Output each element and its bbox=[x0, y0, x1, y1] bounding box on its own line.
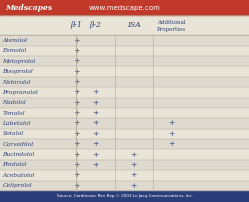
Text: Propranolol: Propranolol bbox=[2, 90, 38, 95]
Text: +: + bbox=[73, 57, 79, 65]
Text: www.medscape.com: www.medscape.com bbox=[89, 5, 160, 11]
Bar bbox=[0, 56, 249, 66]
Text: +: + bbox=[73, 47, 79, 55]
Text: +: + bbox=[92, 130, 98, 138]
Text: +: + bbox=[92, 140, 98, 148]
Text: +: + bbox=[131, 171, 137, 179]
Text: +: + bbox=[92, 88, 98, 96]
Bar bbox=[0, 87, 249, 98]
Text: Timolol: Timolol bbox=[2, 111, 25, 116]
Text: Carvedilol: Carvedilol bbox=[2, 142, 34, 147]
Text: +: + bbox=[73, 37, 79, 44]
Text: Nebirolol: Nebirolol bbox=[2, 80, 31, 84]
Text: +: + bbox=[73, 151, 79, 159]
Text: Properties: Properties bbox=[157, 27, 186, 32]
Text: +: + bbox=[73, 120, 79, 127]
Text: Source: Cardiovasc Rev Rep © 2003 Le Jacq Communications, Inc.: Source: Cardiovasc Rev Rep © 2003 Le Jac… bbox=[57, 195, 192, 198]
Text: +: + bbox=[73, 171, 79, 179]
Text: +: + bbox=[168, 140, 174, 148]
Bar bbox=[0, 170, 249, 181]
Bar bbox=[0, 66, 249, 77]
Text: +: + bbox=[73, 109, 79, 117]
Bar bbox=[0, 46, 249, 56]
Text: +: + bbox=[131, 182, 137, 190]
Text: Acebutolol: Acebutolol bbox=[2, 173, 35, 178]
Text: +: + bbox=[73, 99, 79, 107]
Text: Bucindolol: Bucindolol bbox=[2, 152, 35, 157]
Bar bbox=[0, 149, 249, 160]
Text: Nadolol: Nadolol bbox=[2, 100, 26, 105]
Bar bbox=[0, 191, 249, 202]
Text: +: + bbox=[92, 151, 98, 159]
Bar bbox=[0, 181, 249, 191]
Text: ISA: ISA bbox=[127, 21, 141, 29]
Text: +: + bbox=[73, 68, 79, 76]
Text: Medscapes: Medscapes bbox=[5, 4, 52, 12]
Bar bbox=[0, 98, 249, 108]
Text: Pindolol: Pindolol bbox=[2, 162, 27, 167]
Text: +: + bbox=[131, 151, 137, 159]
Text: +: + bbox=[92, 99, 98, 107]
Bar bbox=[0, 129, 249, 139]
Text: +: + bbox=[168, 130, 174, 138]
Text: +: + bbox=[73, 78, 79, 86]
Text: β-2: β-2 bbox=[89, 21, 101, 29]
Text: Bisoprolol: Bisoprolol bbox=[2, 69, 33, 74]
Text: Esmolol: Esmolol bbox=[2, 48, 27, 53]
Bar bbox=[0, 160, 249, 170]
Bar bbox=[0, 15, 249, 35]
Text: Sotalol: Sotalol bbox=[2, 131, 24, 136]
Text: +: + bbox=[73, 140, 79, 148]
Bar bbox=[0, 108, 249, 118]
Text: β-1: β-1 bbox=[70, 21, 82, 29]
Bar bbox=[0, 77, 249, 87]
Text: +: + bbox=[168, 120, 174, 127]
Text: +: + bbox=[92, 120, 98, 127]
Bar bbox=[0, 118, 249, 129]
Text: +: + bbox=[73, 88, 79, 96]
Bar bbox=[0, 139, 249, 149]
Bar bbox=[0, 35, 249, 46]
Text: Labetalol: Labetalol bbox=[2, 121, 31, 126]
Text: +: + bbox=[92, 161, 98, 169]
Bar bbox=[0, 0, 249, 15]
Text: Atenolol: Atenolol bbox=[2, 38, 27, 43]
Text: +: + bbox=[131, 161, 137, 169]
Text: +: + bbox=[73, 182, 79, 190]
Text: Additional: Additional bbox=[157, 20, 186, 25]
Text: Celiprolol: Celiprolol bbox=[2, 183, 32, 188]
Text: +: + bbox=[73, 130, 79, 138]
Text: +: + bbox=[73, 161, 79, 169]
Text: +: + bbox=[92, 109, 98, 117]
Text: Metoprolol: Metoprolol bbox=[2, 59, 36, 64]
